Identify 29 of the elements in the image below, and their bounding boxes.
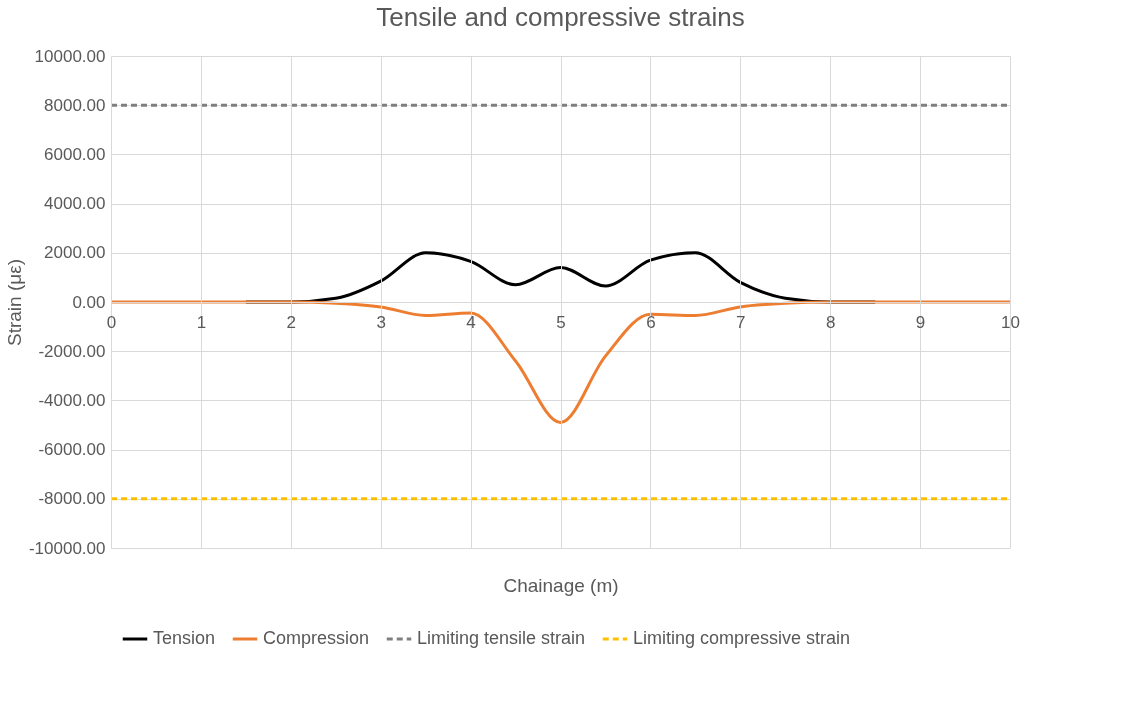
- x-axis-title: Chainage (m): [503, 574, 619, 596]
- y-tick-label: 10000.00: [34, 46, 106, 66]
- y-tick-label: 4000.00: [44, 194, 106, 214]
- y-axis-title: Strain (με): [3, 259, 25, 346]
- chart-title: Tensile and compressive strains: [376, 2, 745, 32]
- x-tick-label: 2: [286, 312, 297, 332]
- y-tick-label: -6000.00: [38, 440, 106, 460]
- y-tick-label: 8000.00: [44, 95, 106, 115]
- legend-label: Limiting compressive strain: [633, 628, 851, 648]
- x-tick-label: 8: [825, 312, 836, 332]
- y-tick-label: -10000.00: [28, 538, 106, 558]
- y-tick-label: -2000.00: [38, 341, 106, 361]
- x-tick-label: 0: [106, 312, 117, 332]
- x-tick-label: 9: [915, 312, 926, 332]
- y-tick-label: 0.00: [72, 292, 106, 312]
- y-tick-label: 2000.00: [44, 243, 106, 263]
- x-tick-label: 3: [376, 312, 386, 332]
- y-tick-label: 6000.00: [44, 144, 106, 164]
- x-tick-label: 1: [196, 312, 207, 332]
- legend-label: Tension: [153, 628, 216, 648]
- x-tick-label: 5: [556, 312, 566, 332]
- y-tick-label: -8000.00: [38, 489, 106, 509]
- legend-label: Limiting tensile strain: [417, 628, 586, 648]
- x-tick-label: 4: [466, 312, 476, 332]
- x-tick-label: 7: [736, 312, 746, 332]
- x-tick-label: 10: [1001, 312, 1020, 332]
- legend-label: Compression: [263, 628, 370, 648]
- x-tick-label: 6: [646, 312, 656, 332]
- y-tick-label: -4000.00: [38, 390, 106, 410]
